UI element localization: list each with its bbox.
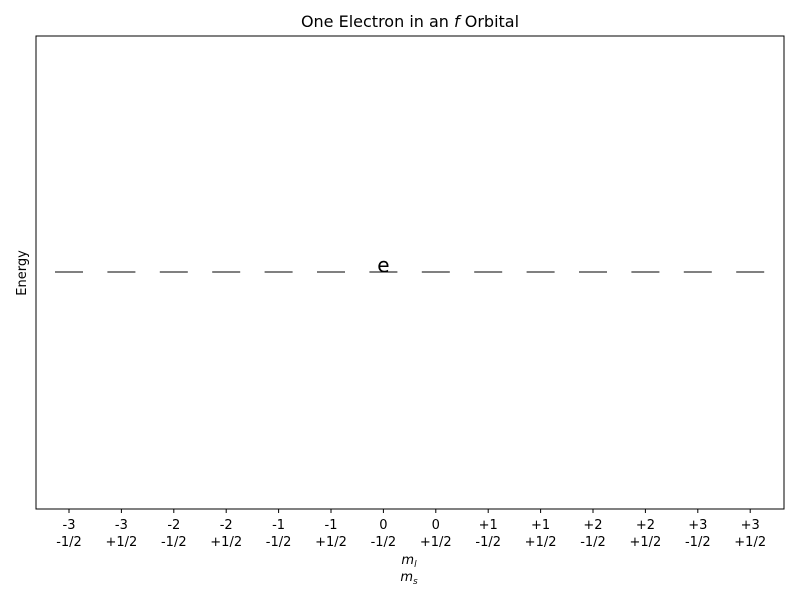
y-axis-label: Energy (15, 250, 30, 296)
x-tick-label-ms: +1/2 (525, 535, 557, 550)
x-tick-labels: -3 -1/2 -3 +1/2 -2 -1/2 -2 +1/2 -1 -1/2 -1 +1/2 0 -1/… (56, 509, 766, 550)
x-tick-label-ml: -3 (63, 518, 76, 533)
x-tick-label-ms: +1/2 (734, 535, 766, 550)
x-tick-label-ml: -3 (115, 518, 128, 533)
x-tick-label-ms: +1/2 (420, 535, 452, 550)
x-tick-label-ml: -2 (167, 518, 180, 533)
x-tick-label-ms: -1/2 (475, 535, 501, 550)
x-tick-label-ml: +1 (479, 518, 498, 533)
electron-marker: e (377, 253, 389, 277)
x-tick-label-ms: -1/2 (580, 535, 606, 550)
x-tick-label-ms: -1/2 (371, 535, 397, 550)
x-tick-label-ml: +2 (583, 518, 602, 533)
x-tick-label-ml: +2 (636, 518, 655, 533)
x-tick-label-ml: -1 (325, 518, 338, 533)
x-tick-label-ms: -1/2 (161, 535, 187, 550)
x-axis-label-ms: ms (400, 570, 418, 587)
x-tick-label-ms: +1/2 (105, 535, 137, 550)
orbital-levels: e (55, 253, 765, 277)
x-tick-label-ms: -1/2 (266, 535, 292, 550)
x-tick-label-ms: -1/2 (685, 535, 711, 550)
x-tick-label-ms: +1/2 (315, 535, 347, 550)
x-tick-label-ms: -1/2 (56, 535, 82, 550)
x-tick-label-ml: +3 (741, 518, 760, 533)
chart-title: One Electron in an f Orbital (301, 12, 519, 31)
x-axis-label-ml: ml (401, 553, 417, 570)
x-tick-label-ml: +1 (531, 518, 550, 533)
x-tick-label-ml: -2 (220, 518, 233, 533)
x-tick-label-ml: -1 (272, 518, 285, 533)
x-tick-label-ml: +3 (688, 518, 707, 533)
x-tick-label-ml: 0 (379, 518, 387, 533)
x-tick-label-ms: +1/2 (210, 535, 242, 550)
x-tick-label-ms: +1/2 (629, 535, 661, 550)
plot-frame (35, 35, 785, 510)
x-tick-label-ml: 0 (432, 518, 440, 533)
